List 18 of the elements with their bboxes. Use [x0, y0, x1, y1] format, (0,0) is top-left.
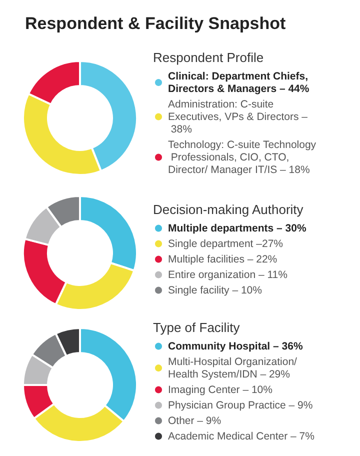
legend-label: Technology: C-suite Technology Professionals, CIO, CTO, Director/ Manager IT/IS – 18% — [168, 138, 317, 176]
legend-label: Physician Group Practice – 9% — [168, 399, 313, 412]
chart-subtitle: Respondent Profile — [153, 50, 264, 65]
chart-subtitle: Decision-making Authority — [153, 202, 304, 217]
chart-title: Respondent & Facility Snapshot — [25, 14, 286, 33]
legend-label: Single facility – 10% — [168, 284, 262, 296]
legend-label: Multiple facilities – 22% — [168, 253, 278, 266]
legend-label: Clinical: Department Chiefs, Directors & Managers – 44% — [168, 70, 311, 95]
legend-label: Community Hospital – 36% — [168, 340, 304, 352]
legend-label: Imaging Center – 10% — [168, 384, 272, 396]
legend-label: Single department –27% — [168, 238, 283, 250]
legend-label: Multiple departments – 30% — [168, 222, 307, 234]
legend-label: Other – 9% — [168, 414, 222, 427]
chart-subtitle: Type of Facility — [153, 320, 240, 335]
legend-label: Academic Medical Center – 7% — [168, 430, 314, 442]
legend-label: Administration: C-suite Executives, VPs & Directors – 38% — [168, 98, 308, 136]
legend-label: Multi-Hospital Organization/Health System/IDN – 29% — [168, 356, 298, 380]
legend-label: Entire organization – 11% — [168, 268, 288, 281]
